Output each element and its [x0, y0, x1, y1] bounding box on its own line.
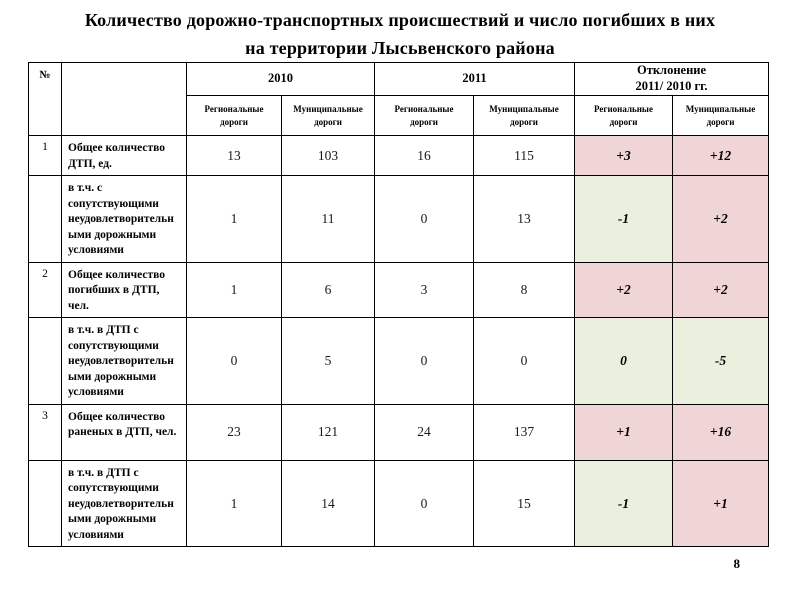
table-row: в т.ч. в ДТП с сопутствующими неудовлетв…	[28, 317, 770, 405]
deviation-cell: +2	[671, 175, 770, 263]
table-row: в т.ч. с сопутствующими неудовлетворител…	[28, 175, 770, 263]
subheader-deviation-municipal: Муниципальные дороги	[671, 95, 770, 136]
deviation-cell: -1	[574, 459, 673, 548]
slide-title-line1: Количество дорожно-транспортных происшес…	[84, 10, 716, 30]
value-cell: 137	[473, 403, 575, 461]
row-number-cell: 2	[28, 261, 62, 319]
subheader-deviation-regional: Региональные дороги	[574, 95, 673, 136]
value-cell: 6	[281, 261, 375, 319]
deviation-cell: 0	[574, 317, 673, 405]
value-cell: 11	[281, 175, 375, 263]
value-cell: 13	[473, 175, 575, 263]
deviation-cell: +16	[671, 403, 770, 461]
deviation-cell: +1	[671, 459, 770, 548]
row-number-cell	[28, 175, 62, 263]
row-number-cell: 3	[28, 403, 62, 461]
row-number-cell	[28, 317, 62, 405]
value-cell: 115	[473, 134, 575, 177]
value-cell: 14	[281, 459, 375, 548]
value-cell: 8	[473, 261, 575, 319]
col-header-indicator	[61, 62, 187, 136]
row-number-cell	[28, 459, 62, 548]
value-cell: 3	[374, 261, 474, 319]
value-cell: 23	[186, 403, 282, 461]
deviation-cell: -1	[574, 175, 673, 263]
value-cell: 103	[281, 134, 375, 177]
col-group-2011: 2011	[374, 62, 575, 96]
indicator-label-cell: в т.ч. с сопутствующими неудовлетворител…	[61, 175, 187, 263]
page-number: 8	[733, 556, 741, 571]
value-cell: 0	[374, 175, 474, 263]
row-number-cell: 1	[28, 134, 62, 177]
subheader-2010-municipal: Муниципальные дороги	[281, 95, 375, 136]
value-cell: 1	[186, 261, 282, 319]
deviation-header-line2: 2011/ 2010 гг.	[635, 79, 708, 93]
deviation-cell: +2	[671, 261, 770, 319]
value-cell: 24	[374, 403, 474, 461]
deviation-header-line1: Отклонение	[636, 63, 707, 78]
value-cell: 0	[374, 459, 474, 548]
table-row: 3 Общее количество раненых в ДТП, чел. 2…	[28, 403, 770, 461]
table-row: в т.ч. в ДТП с сопутствующими неудовлетв…	[28, 459, 770, 548]
value-cell: 13	[186, 134, 282, 177]
indicator-label-cell: Общее количество погибших в ДТП, чел.	[61, 261, 187, 319]
indicator-label-cell: в т.ч. в ДТП с сопутствующими неудовлетв…	[61, 459, 187, 548]
subheader-2011-municipal: Муниципальные дороги	[473, 95, 575, 136]
accidents-table: № 2010 2011 Отклонение 2011/ 2010 гг. Ре…	[28, 62, 770, 548]
deviation-cell: +3	[574, 134, 673, 177]
deviation-cell: +12	[671, 134, 770, 177]
value-cell: 121	[281, 403, 375, 461]
indicator-label-cell: Общее количество раненых в ДТП, чел.	[61, 403, 187, 461]
value-cell: 1	[186, 175, 282, 263]
value-cell: 5	[281, 317, 375, 405]
value-cell: 0	[186, 317, 282, 405]
value-cell: 0	[374, 317, 474, 405]
subheader-2011-regional: Региональные дороги	[374, 95, 474, 136]
col-header-number: №	[28, 62, 62, 136]
indicator-label-cell: в т.ч. в ДТП с сопутствующими неудовлетв…	[61, 317, 187, 405]
table-row: 1 Общее количество ДТП, ед. 13 103 16 11…	[28, 134, 770, 177]
subheader-2010-regional: Региональные дороги	[186, 95, 282, 136]
value-cell: 0	[473, 317, 575, 405]
deviation-cell: +2	[574, 261, 673, 319]
indicator-label-cell: Общее количество ДТП, ед.	[61, 134, 187, 177]
slide-title-line2: на территории Лысьвенского района	[245, 37, 555, 58]
value-cell: 1	[186, 459, 282, 548]
col-group-deviation: Отклонение 2011/ 2010 гг.	[573, 62, 770, 96]
deviation-cell: +1	[574, 403, 673, 461]
value-cell: 16	[374, 134, 474, 177]
deviation-cell: -5	[671, 317, 770, 405]
slide-title: Количество дорожно-транспортных происшес…	[0, 7, 800, 63]
value-cell: 15	[473, 459, 575, 548]
col-group-2010: 2010	[186, 62, 375, 96]
table-row: 2 Общее количество погибших в ДТП, чел. …	[28, 261, 770, 319]
